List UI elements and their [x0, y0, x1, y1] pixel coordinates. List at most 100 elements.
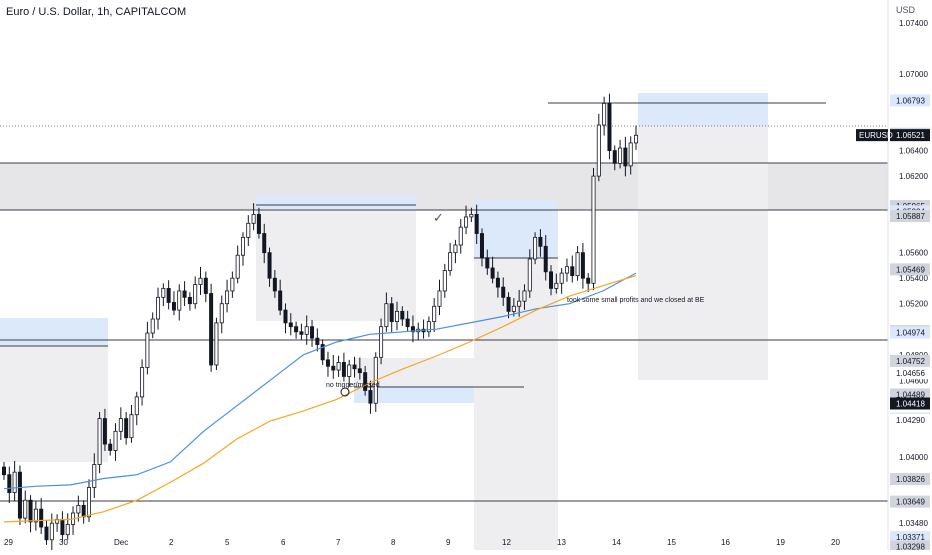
candle-body: [607, 102, 612, 151]
y-tick-label: 1.04000: [899, 453, 928, 462]
x-tick-label: 8: [391, 538, 396, 547]
candle-body: [618, 147, 623, 164]
chart-title: Euro / U.S. Dollar, 1h, CAPITALCOM: [6, 6, 187, 18]
candle-body: [86, 487, 91, 518]
candle-body: [33, 508, 38, 523]
candle-body: [92, 464, 97, 488]
candle-body: [331, 365, 336, 371]
price-label: 1.05887: [896, 212, 925, 221]
candle-body: [118, 418, 123, 432]
candle-body: [81, 504, 86, 518]
candle-body: [522, 290, 527, 302]
x-tick-label: 6: [281, 538, 286, 547]
price-label: 1.06521: [896, 131, 925, 140]
candle-body: [400, 310, 405, 320]
candle-body: [140, 367, 145, 398]
price-label: 1.04489: [896, 390, 925, 399]
candle-body: [511, 305, 516, 312]
zone-blue-left: [0, 318, 108, 346]
x-tick-label: 30: [59, 538, 68, 547]
candle-body: [28, 499, 33, 523]
candle-body: [591, 175, 596, 284]
y-tick-label: 1.05200: [899, 300, 928, 309]
price-label-box: [890, 367, 930, 380]
candle-body: [171, 302, 176, 311]
checkmark-icon: ✓: [433, 210, 444, 225]
currency-label: USD: [896, 5, 916, 15]
candle-body: [389, 303, 394, 322]
candle-body: [193, 284, 198, 305]
candle-body: [182, 290, 187, 298]
symbol-badge: EURUSD: [859, 131, 893, 140]
candle-body: [108, 443, 113, 451]
price-label: 1.03826: [896, 475, 925, 484]
candle-body: [262, 233, 267, 254]
moving-average-fast: [3, 272, 637, 490]
x-tick-label: 7: [336, 538, 341, 547]
candle-body: [495, 277, 500, 288]
candle-body: [320, 344, 325, 361]
annotation-missed: no trigger/missed: [326, 382, 380, 389]
candle-body: [219, 303, 224, 324]
candle-body: [246, 222, 251, 238]
candle-body: [453, 244, 458, 254]
candle-body: [596, 124, 601, 177]
candle-body: [479, 233, 484, 259]
candle-body: [225, 290, 230, 305]
price-label-box: [890, 473, 930, 486]
candle-body: [458, 226, 463, 246]
candle-body: [623, 147, 628, 167]
zone-grey-target: [638, 126, 768, 380]
price-label-box: [890, 388, 930, 401]
candle-body: [49, 522, 54, 541]
y-tick-label: 1.06400: [899, 147, 928, 156]
annotation-be: took some small profits and we closed at…: [567, 297, 705, 304]
x-tick-label: 16: [721, 538, 730, 547]
candle-body: [549, 271, 554, 289]
candle-body: [325, 359, 330, 367]
candle-body: [559, 272, 564, 284]
candle-body: [198, 277, 203, 285]
price-label-box: [890, 94, 930, 107]
price-label: 1.06793: [896, 96, 925, 105]
candle-body: [586, 277, 591, 284]
x-tick-label: 20: [831, 538, 840, 547]
price-label-box: [890, 495, 930, 508]
zone-grey-dec9: [474, 258, 558, 550]
price-label: 1.03371: [896, 533, 925, 542]
price-label-box: [890, 129, 930, 142]
price-label-box: [890, 413, 930, 426]
price-label-box: [890, 210, 930, 223]
candle-body: [517, 300, 522, 307]
candle-body: [256, 213, 261, 234]
candle-body: [347, 364, 352, 377]
candle-body: [543, 245, 548, 273]
price-label: 1.04656: [896, 369, 925, 378]
x-tick-label: 14: [612, 538, 621, 547]
candle-body: [379, 326, 384, 358]
price-label-box: [890, 531, 930, 544]
candle-body: [554, 282, 559, 289]
candle-body: [129, 414, 134, 439]
candle-body: [564, 266, 569, 274]
x-tick-label: 15: [667, 538, 676, 547]
candle-body: [12, 471, 17, 493]
x-tick-label: 12: [502, 538, 511, 547]
price-label: 1.04752: [896, 357, 925, 366]
candle-body: [368, 390, 373, 404]
candle-body: [336, 362, 341, 371]
candle-body: [161, 287, 166, 298]
y-tick-label: 1.07400: [899, 19, 928, 28]
price-label: 1.04290: [896, 416, 925, 425]
candle-body: [602, 102, 607, 126]
zone-blue-target: [638, 93, 768, 126]
price-label-box: [890, 263, 930, 276]
candle-body: [230, 277, 235, 292]
price-label: 1.03298: [896, 542, 925, 550]
candle-body: [177, 290, 182, 311]
candle-body: [7, 474, 12, 493]
price-label-box: [890, 354, 930, 367]
candle-body: [17, 471, 22, 519]
moving-average-slow: [3, 275, 637, 523]
